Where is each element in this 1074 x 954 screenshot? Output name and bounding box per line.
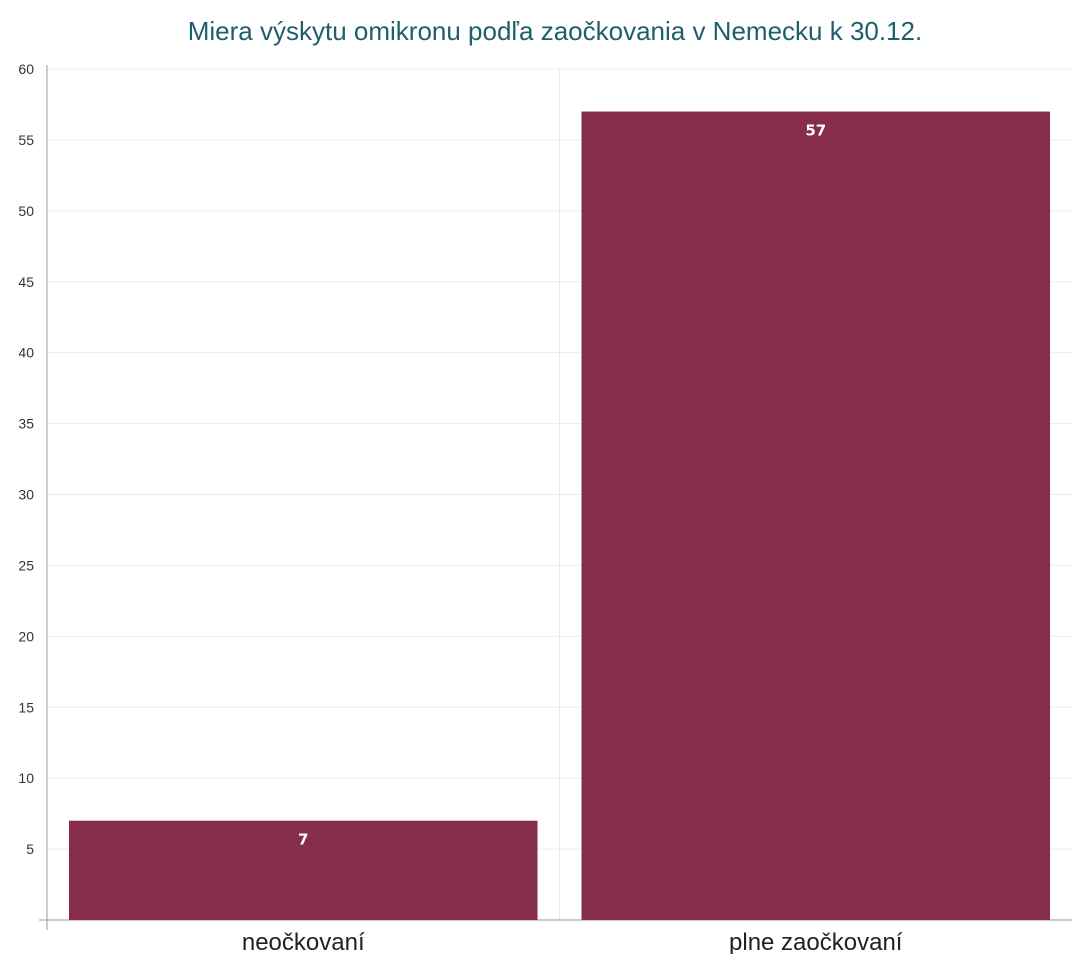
y-tick-label: 20: [18, 628, 34, 644]
y-tick-label: 30: [18, 487, 34, 503]
y-tick-label: 5: [26, 841, 34, 857]
data-label: 57: [805, 122, 826, 140]
data-label: 7: [298, 831, 308, 849]
x-tick-label: plne zaočkovaní: [729, 929, 903, 954]
y-tick-label: 25: [18, 557, 34, 573]
y-tick-label: 55: [18, 132, 34, 148]
y-tick-label: 60: [18, 61, 34, 77]
x-tick-label: neočkovaní: [242, 929, 365, 954]
y-tick-label: 15: [18, 699, 34, 715]
y-tick-label: 45: [18, 274, 34, 290]
bar: [69, 820, 538, 920]
y-tick-label: 35: [18, 416, 34, 432]
chart-title: Miera výskytu omikronu podľa zaočkovania…: [188, 16, 922, 46]
labels: 5 10 15 20 25 30 35 40 45 50 55 60 7 neočkovaní 57 plne…: [18, 61, 902, 954]
y-tick-label: 10: [18, 770, 34, 786]
bar: [581, 111, 1050, 921]
y-tick-label: 40: [18, 345, 34, 361]
y-tick-label: 50: [18, 203, 34, 219]
bars: [69, 111, 1050, 921]
